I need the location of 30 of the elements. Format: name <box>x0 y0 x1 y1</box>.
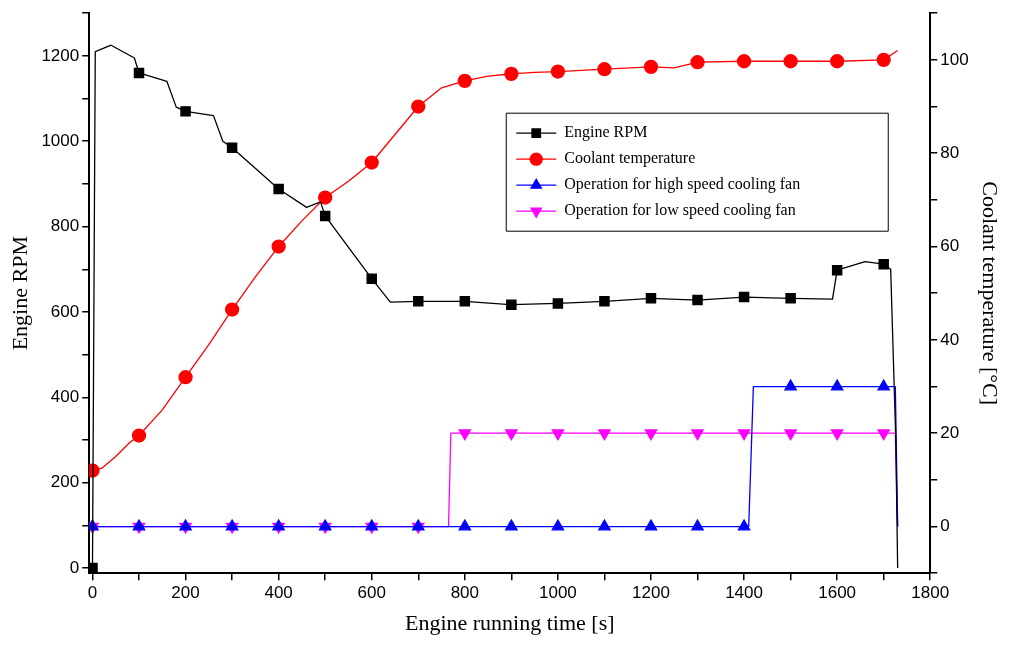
legend-label: Operation for low speed cooling fan <box>564 201 796 220</box>
y2-tick-label: 80 <box>940 142 960 162</box>
y2-tick-label: 100 <box>940 49 969 69</box>
x-tick-label: 600 <box>357 583 386 603</box>
y-tick-label: 1200 <box>41 45 80 65</box>
legend-label: Coolant temperature <box>564 149 696 168</box>
y-tick-label: 0 <box>69 557 80 577</box>
x-tick-label: 1200 <box>632 583 670 603</box>
y2-axis-title: Coolant temperature [°C] <box>978 181 1004 406</box>
y-tick-label: 600 <box>50 301 80 321</box>
x-tick-label: 1400 <box>725 583 763 603</box>
y-tick-label: 400 <box>50 387 80 407</box>
x-tick-label: 200 <box>171 583 200 603</box>
y-tick-label: 1000 <box>41 130 80 150</box>
y2-tick-label: 20 <box>940 422 960 442</box>
legend-label: Operation for high speed cooling fan <box>564 175 801 194</box>
y2-tick-label: 60 <box>940 236 960 256</box>
legend-label: Engine RPM <box>564 123 648 142</box>
y-tick-label: 200 <box>50 472 80 492</box>
y-axis-title: Engine RPM <box>6 236 32 351</box>
x-tick-label: 400 <box>264 583 293 603</box>
x-tick-label: 1800 <box>911 583 950 603</box>
x-axis-title: Engine running time [s] <box>404 609 615 635</box>
x-tick-label: 1000 <box>538 583 577 603</box>
y2-tick-label: 0 <box>940 516 950 536</box>
x-tick-label: 1600 <box>818 583 857 603</box>
y2-tick-label: 40 <box>940 329 960 349</box>
x-tick-label: 800 <box>450 583 479 603</box>
y-tick-label: 800 <box>50 216 80 236</box>
x-tick-label: 0 <box>87 583 98 603</box>
